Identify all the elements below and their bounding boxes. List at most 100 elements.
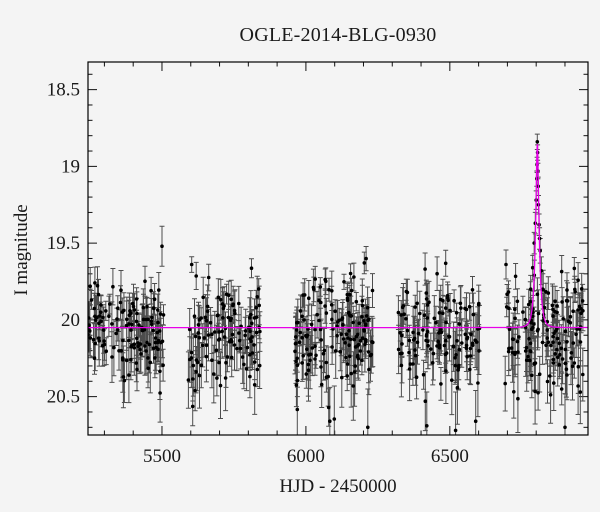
data-point bbox=[191, 377, 195, 381]
data-point bbox=[540, 340, 545, 345]
data-point bbox=[468, 346, 473, 351]
data-point bbox=[463, 332, 468, 337]
data-point bbox=[407, 367, 412, 371]
data-point bbox=[367, 367, 371, 372]
data-point bbox=[349, 371, 354, 376]
data-point bbox=[204, 318, 209, 323]
data-point bbox=[243, 329, 248, 333]
data-point bbox=[400, 342, 404, 346]
data-point bbox=[310, 346, 315, 350]
data-point bbox=[95, 283, 100, 288]
data-point bbox=[341, 337, 346, 341]
data-point bbox=[244, 367, 249, 371]
data-point bbox=[418, 311, 422, 316]
data-point bbox=[432, 316, 437, 321]
data-point bbox=[509, 346, 514, 350]
data-point bbox=[551, 307, 555, 312]
data-point bbox=[322, 348, 327, 353]
data-point bbox=[189, 350, 194, 355]
data-point bbox=[252, 316, 257, 320]
data-point bbox=[471, 312, 476, 317]
data-point bbox=[313, 277, 318, 281]
data-point bbox=[399, 313, 404, 317]
data-point bbox=[360, 299, 365, 303]
data-point bbox=[510, 350, 515, 355]
data-point bbox=[305, 347, 309, 352]
data-point bbox=[252, 343, 256, 347]
data-point bbox=[224, 360, 228, 365]
data-point bbox=[154, 345, 158, 350]
data-point bbox=[153, 336, 158, 340]
data-point bbox=[577, 304, 582, 309]
data-point bbox=[513, 350, 517, 355]
data-point bbox=[464, 343, 469, 348]
data-point bbox=[116, 306, 120, 311]
data-point bbox=[146, 366, 151, 371]
data-point bbox=[579, 287, 584, 291]
data-point bbox=[504, 262, 508, 267]
data-point bbox=[232, 308, 237, 313]
data-point bbox=[360, 358, 364, 363]
data-point bbox=[328, 419, 332, 424]
data-point bbox=[541, 319, 545, 323]
data-point bbox=[92, 306, 97, 311]
data-point bbox=[138, 347, 142, 352]
data-point bbox=[135, 367, 139, 372]
data-point bbox=[257, 363, 262, 368]
data-point bbox=[257, 303, 262, 308]
data-point bbox=[423, 399, 428, 404]
tick-labels: 5500 6000 6500 18.5 19 19.5 20 20.5 bbox=[47, 80, 469, 467]
data-point bbox=[443, 306, 448, 310]
data-point bbox=[524, 345, 529, 350]
data-point bbox=[321, 351, 326, 356]
data-point bbox=[298, 330, 303, 335]
data-point bbox=[454, 353, 458, 357]
data-point bbox=[407, 350, 411, 355]
data-point bbox=[362, 327, 366, 332]
data-point bbox=[210, 358, 214, 363]
data-point bbox=[347, 343, 351, 348]
data-point bbox=[120, 356, 125, 360]
data-point bbox=[365, 305, 370, 310]
data-point bbox=[248, 374, 252, 379]
data-point bbox=[254, 330, 259, 335]
data-point bbox=[145, 340, 149, 345]
data-point bbox=[132, 346, 137, 350]
data-point bbox=[358, 349, 363, 353]
data-point bbox=[345, 292, 350, 297]
data-point bbox=[127, 338, 131, 343]
data-point bbox=[252, 360, 257, 364]
data-point bbox=[545, 336, 549, 340]
data-point bbox=[134, 319, 139, 324]
data-point bbox=[363, 337, 368, 342]
data-point bbox=[553, 352, 557, 356]
data-point bbox=[443, 261, 448, 266]
data-point bbox=[468, 367, 472, 372]
data-point bbox=[95, 315, 99, 320]
data-point bbox=[405, 328, 410, 333]
data-point bbox=[366, 350, 371, 354]
data-point bbox=[554, 329, 558, 333]
data-point bbox=[574, 332, 578, 337]
data-point bbox=[318, 327, 323, 332]
data-point bbox=[99, 303, 103, 307]
data-point bbox=[576, 384, 580, 388]
data-point bbox=[396, 347, 401, 352]
data-point bbox=[93, 281, 97, 285]
data-point bbox=[398, 330, 402, 335]
data-point bbox=[306, 368, 311, 373]
data-point bbox=[451, 344, 456, 349]
data-point bbox=[532, 362, 537, 366]
data-point bbox=[346, 336, 350, 340]
data-point bbox=[505, 292, 509, 297]
data-point bbox=[329, 303, 334, 307]
data-point bbox=[88, 329, 92, 333]
data-point bbox=[333, 309, 338, 314]
data-point bbox=[98, 314, 102, 318]
data-point bbox=[503, 381, 508, 386]
data-point bbox=[337, 318, 342, 323]
data-point bbox=[306, 362, 311, 367]
data-point bbox=[348, 337, 353, 342]
data-point bbox=[404, 317, 408, 321]
